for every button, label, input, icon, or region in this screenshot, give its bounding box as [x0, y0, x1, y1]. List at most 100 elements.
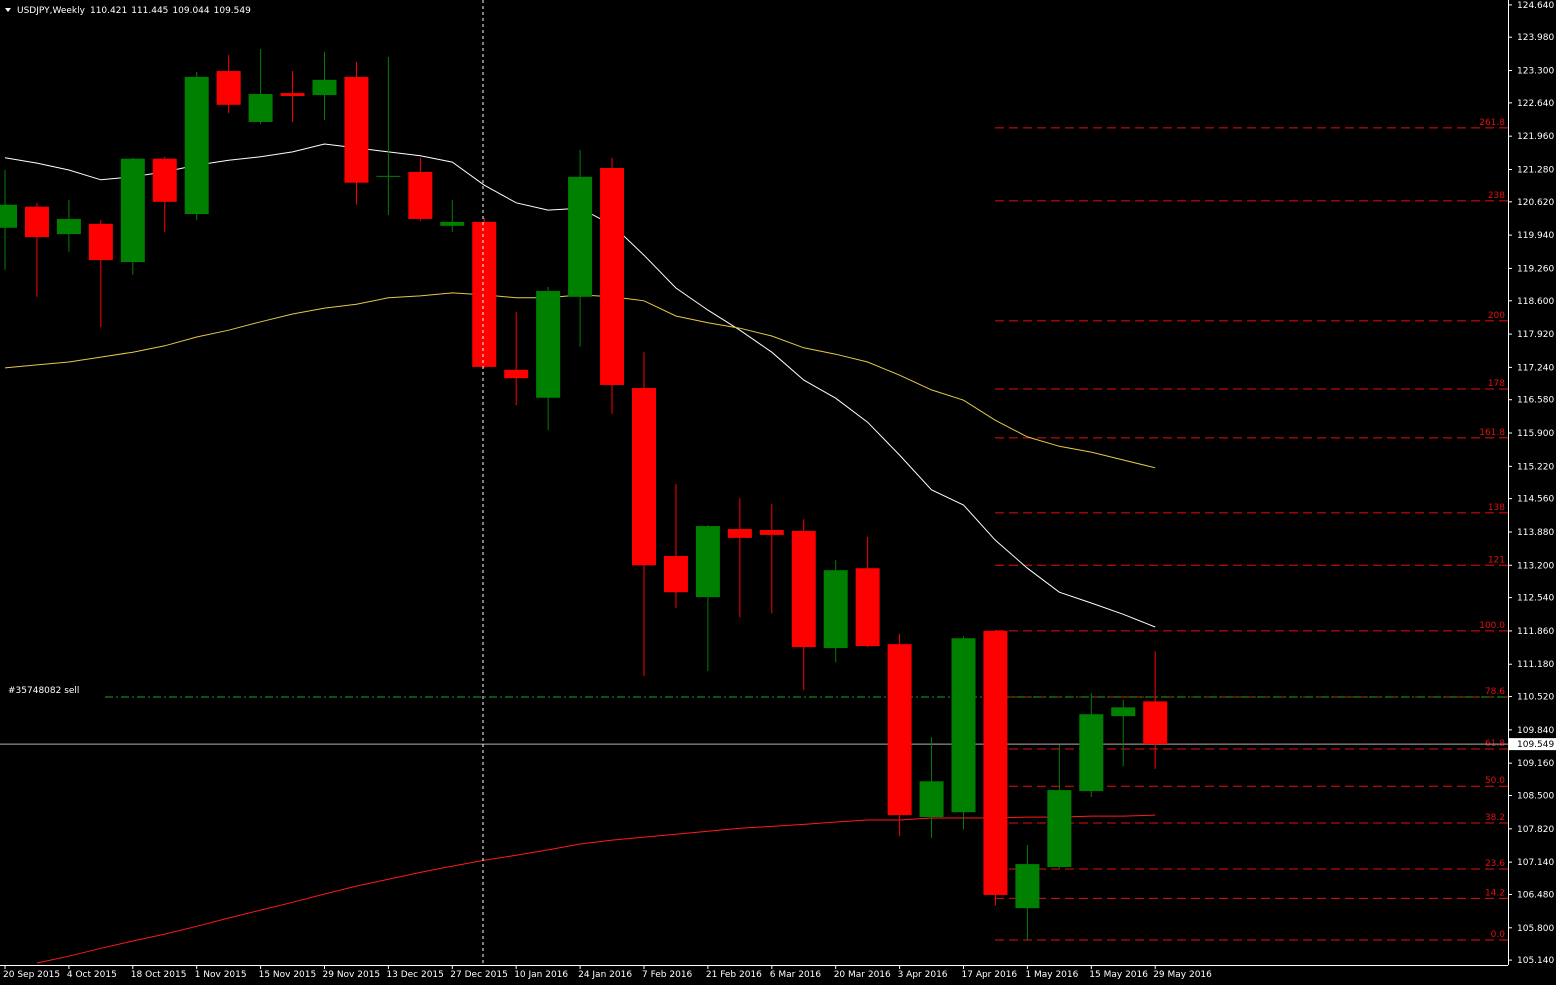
candle-body: [632, 387, 656, 566]
y-tick-label: 121.280: [1517, 165, 1554, 175]
x-tick-label: 4 Oct 2015: [67, 970, 117, 980]
y-tick-label: 116.580: [1517, 396, 1554, 406]
y-tick-label: 123.300: [1517, 67, 1554, 77]
fib-label: 200: [1488, 311, 1505, 321]
y-tick-label: 115.220: [1517, 462, 1554, 472]
x-tick-label: 15 Nov 2015: [259, 970, 317, 980]
candle-body: [440, 221, 465, 226]
candle-body: [504, 369, 529, 379]
x-tick-label: 18 Oct 2015: [131, 970, 187, 980]
candle-body: [472, 221, 497, 367]
candle-body: [1143, 701, 1168, 745]
x-tick-label: 21 Feb 2016: [706, 970, 762, 980]
y-tick-label: 117.920: [1517, 330, 1554, 340]
candle-body: [600, 168, 625, 386]
y-tick-label: 118.600: [1517, 297, 1554, 307]
y-tick-label: 117.240: [1517, 363, 1554, 373]
x-tick-label: 29 Nov 2015: [323, 970, 381, 980]
x-tick-label: 10 Jan 2016: [514, 970, 568, 980]
y-tick-label: 106.480: [1517, 890, 1554, 900]
candle-body: [312, 79, 337, 96]
fib-label: 14.2: [1485, 888, 1505, 898]
menu-triangle[interactable]: [5, 8, 11, 12]
x-tick-label: 7 Feb 2016: [642, 970, 693, 980]
candle-body: [791, 530, 816, 648]
y-tick-label: 105.800: [1517, 924, 1554, 934]
fib-label: 38.2: [1485, 813, 1505, 823]
x-tick-label: 27 Dec 2015: [450, 970, 508, 980]
x-tick-label: 20 Sep 2015: [3, 970, 60, 980]
fib-label: 78.6: [1485, 687, 1505, 697]
header-close: 109.549: [214, 6, 251, 16]
y-tick-label: 113.880: [1517, 528, 1554, 538]
fib-label: 100.0: [1479, 621, 1505, 631]
y-tick-label: 115.900: [1517, 429, 1554, 439]
y-tick-label: 110.520: [1517, 693, 1554, 703]
y-tick-label: 112.540: [1517, 594, 1554, 604]
y-tick-label: 120.620: [1517, 198, 1554, 208]
current-price-label: 109.549: [1517, 740, 1554, 750]
y-tick-label: 113.200: [1517, 561, 1554, 571]
y-tick-label: 107.820: [1517, 825, 1554, 835]
fib-label: 261.8: [1479, 118, 1505, 128]
candle-body: [536, 290, 561, 398]
candle-body: [695, 526, 720, 598]
candle-body: [408, 171, 433, 219]
candle-body: [0, 204, 17, 228]
header-high: 111.445: [131, 6, 168, 16]
fib-label: 161.8: [1479, 428, 1505, 438]
x-tick-label: 20 Mar 2016: [834, 970, 891, 980]
y-tick-label: 122.640: [1517, 99, 1554, 109]
plot-layer: 261.8238200178161.8138121100.078.661.850…: [0, 48, 1508, 964]
y-tick-label: 114.560: [1517, 495, 1554, 505]
candle-body: [1047, 790, 1072, 868]
fib-label: 121: [1488, 555, 1505, 565]
header-low: 109.044: [172, 6, 209, 16]
fib-label: 23.6: [1485, 859, 1505, 869]
candle-body: [663, 555, 688, 593]
y-tick-label: 119.940: [1517, 231, 1554, 241]
candle-body: [24, 206, 49, 238]
candle-body: [727, 529, 752, 538]
y-tick-label: 109.840: [1517, 726, 1554, 736]
order-label: #35748082 sell: [8, 686, 79, 696]
candle-body: [951, 638, 976, 813]
candle-body: [887, 644, 912, 816]
symbol: USDJPY,Weekly: [17, 6, 86, 16]
y-tick-label: 111.860: [1517, 627, 1554, 637]
chart-header: USDJPY,Weekly 110.421 111.445 109.044 109.54…: [17, 6, 251, 16]
x-tick-label: 6 Mar 2016: [770, 970, 822, 980]
candle-body: [1015, 864, 1040, 909]
candle-body: [184, 76, 209, 215]
candle-body: [855, 568, 880, 647]
y-tick-label: 119.260: [1517, 264, 1554, 274]
candle-body: [823, 570, 848, 649]
fib-label: 238: [1488, 191, 1505, 201]
candle-body: [983, 630, 1008, 895]
candle-body: [376, 175, 401, 177]
candle-body: [919, 781, 944, 818]
candle-body: [56, 218, 81, 235]
y-tick-label: 121.960: [1517, 132, 1554, 142]
y-tick-label: 107.140: [1517, 858, 1554, 868]
fib-label: 178: [1488, 379, 1505, 389]
current-price-box: [1509, 738, 1556, 751]
y-tick-label: 105.140: [1517, 956, 1554, 966]
y-tick-label: 124.640: [1517, 1, 1554, 11]
candle-body: [152, 158, 177, 202]
candle-body: [216, 71, 241, 105]
candle-body: [88, 223, 113, 261]
x-tick-label: 3 Apr 2016: [898, 970, 948, 980]
y-tick-label: 123.980: [1517, 33, 1554, 43]
y-tick-label: 109.160: [1517, 759, 1554, 769]
fib-label: 50.0: [1485, 776, 1505, 786]
fib-label: 138: [1488, 503, 1505, 513]
x-tick-label: 24 Jan 2016: [578, 970, 632, 980]
candle-body: [248, 94, 273, 122]
x-tick-label: 1 Nov 2015: [195, 970, 247, 980]
candle-body: [1079, 714, 1104, 792]
x-tick-label: 29 May 2016: [1153, 970, 1212, 980]
